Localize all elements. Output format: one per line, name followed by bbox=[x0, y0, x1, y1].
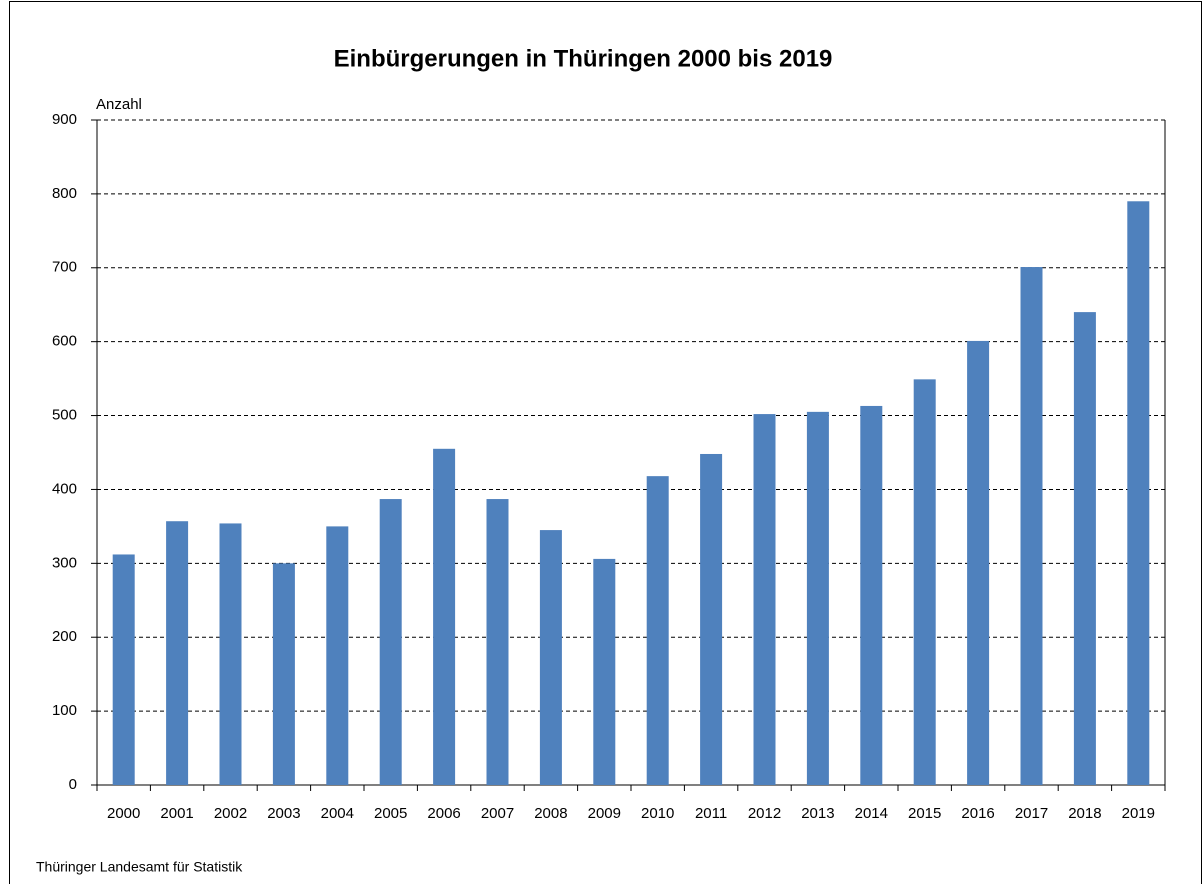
y-tick-label: 800 bbox=[52, 185, 77, 202]
bar bbox=[219, 523, 242, 785]
bar bbox=[379, 499, 402, 785]
x-tick-label: 2007 bbox=[481, 805, 514, 822]
bar bbox=[753, 414, 776, 785]
bar bbox=[326, 526, 349, 785]
bar bbox=[539, 530, 562, 785]
bar bbox=[913, 379, 936, 785]
y-tick-label: 0 bbox=[69, 776, 77, 793]
bar bbox=[166, 521, 189, 785]
x-tick-label: 2019 bbox=[1122, 805, 1155, 822]
x-tick-label: 2000 bbox=[107, 805, 140, 822]
source: Thüringer Landesamt für Statistik bbox=[36, 859, 243, 875]
chart-title: Einbürgerungen in Thüringen 2000 bis 201… bbox=[334, 45, 833, 72]
bar bbox=[272, 563, 295, 785]
y-tick-label: 100 bbox=[52, 702, 77, 719]
x-tick-label: 2005 bbox=[374, 805, 407, 822]
y-tick-label: 300 bbox=[52, 554, 77, 571]
x-tick-label: 2010 bbox=[641, 805, 674, 822]
bar bbox=[860, 405, 883, 785]
bar bbox=[433, 448, 456, 785]
x-tick-label: 2017 bbox=[1015, 805, 1048, 822]
x-tick-label: 2018 bbox=[1068, 805, 1101, 822]
bar bbox=[1127, 201, 1150, 785]
x-tick-label: 2009 bbox=[588, 805, 621, 822]
bar bbox=[1073, 312, 1096, 785]
bar bbox=[593, 558, 616, 785]
bar bbox=[112, 554, 135, 785]
y-tick-label: 500 bbox=[52, 407, 77, 424]
y-tick-label: 400 bbox=[52, 480, 77, 497]
bar bbox=[646, 476, 669, 785]
x-tick-label: 2004 bbox=[321, 805, 354, 822]
x-tick-label: 2008 bbox=[534, 805, 567, 822]
frame bbox=[9, 1, 1202, 884]
y-tick-label: 600 bbox=[52, 333, 77, 350]
y-tick-label: 200 bbox=[52, 628, 77, 645]
x-tick-label: 2013 bbox=[801, 805, 834, 822]
x-tick-label: 2016 bbox=[961, 805, 994, 822]
bar bbox=[806, 411, 829, 785]
bar bbox=[967, 340, 990, 785]
y-tick-label: 700 bbox=[52, 259, 77, 276]
x-tick-label: 2002 bbox=[214, 805, 247, 822]
y-tick-label: 900 bbox=[52, 111, 77, 128]
x-tick-label: 2001 bbox=[160, 805, 193, 822]
x-tick-label: 2015 bbox=[908, 805, 941, 822]
y-axis-label: Anzahl bbox=[96, 96, 142, 113]
x-tick-label: 2011 bbox=[695, 805, 727, 822]
x-tick-label: 2006 bbox=[427, 805, 460, 822]
bar bbox=[700, 453, 723, 785]
x-tick-label: 2014 bbox=[855, 805, 888, 822]
bar bbox=[1020, 267, 1043, 785]
x-tick-label: 2003 bbox=[267, 805, 300, 822]
bar bbox=[486, 499, 509, 785]
x-tick-label: 2012 bbox=[748, 805, 781, 822]
